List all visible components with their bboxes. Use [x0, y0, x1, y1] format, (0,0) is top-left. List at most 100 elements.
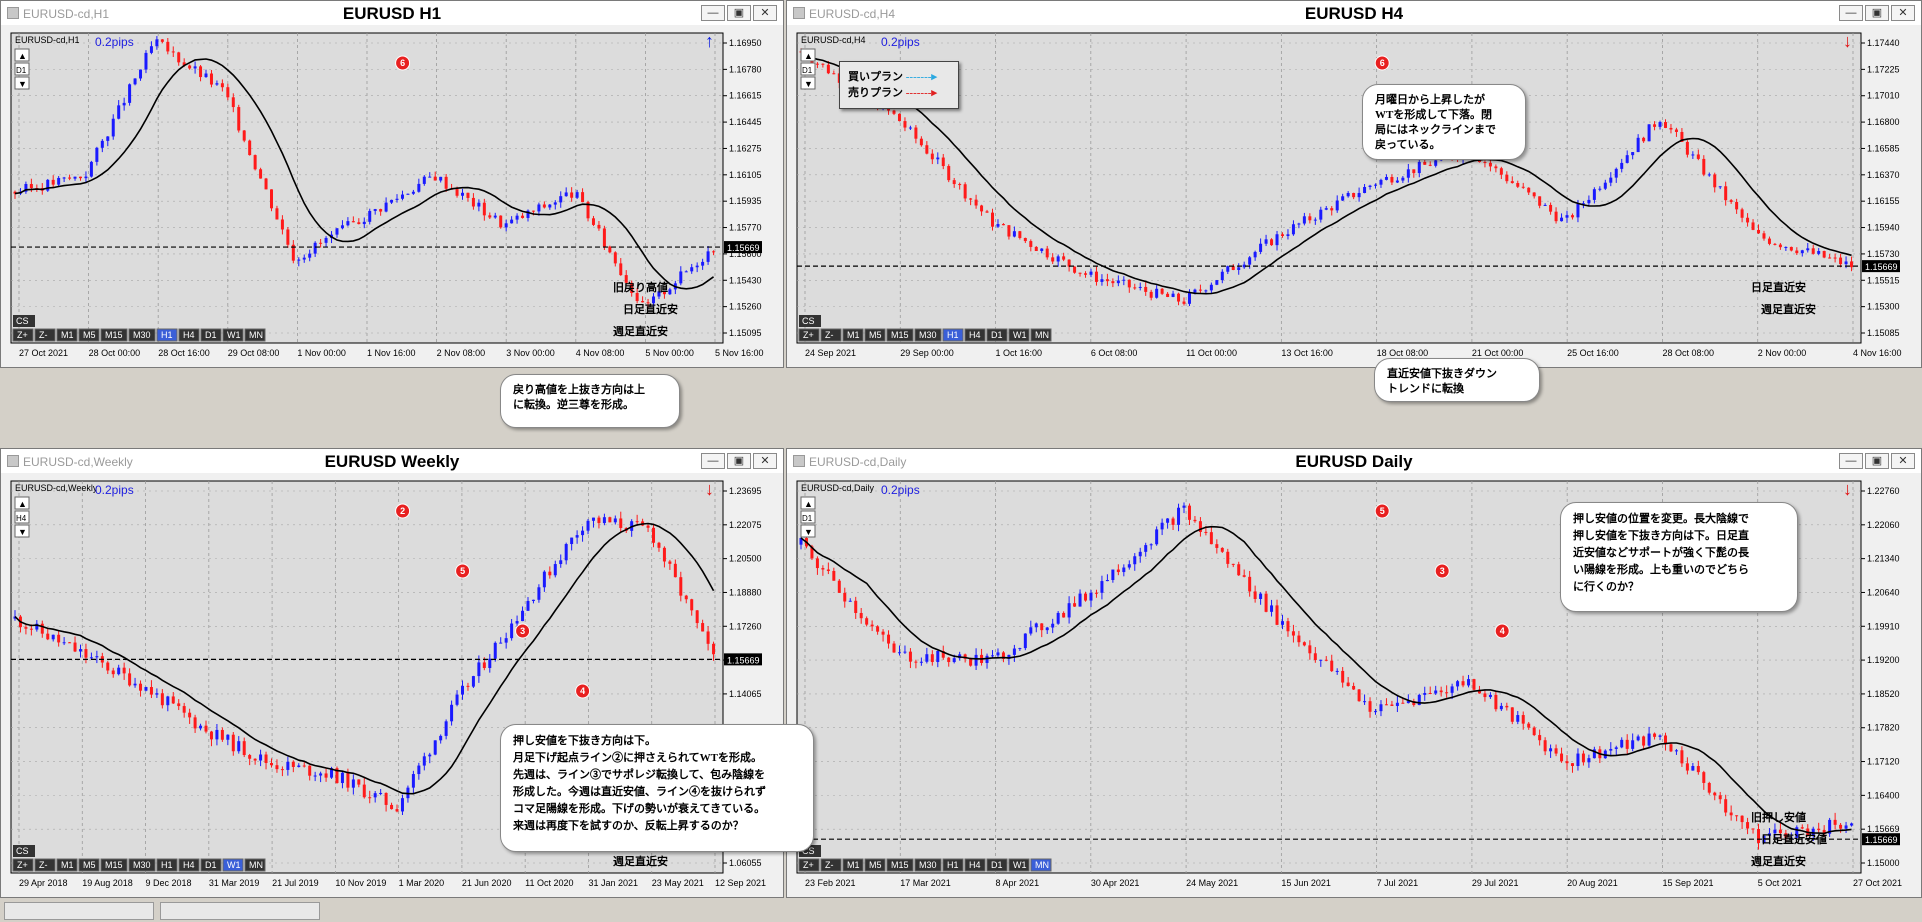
timeframe-button[interactable]	[156, 328, 178, 342]
close-button[interactable]: ✕	[753, 453, 777, 469]
candle-body	[1817, 828, 1821, 831]
minimize-button[interactable]: —	[1839, 453, 1863, 469]
timeframe-button[interactable]	[56, 328, 78, 342]
window-h4[interactable]: EURUSD-cd,H4 EURUSD H4 — ▣ ✕ 1.17440 1.17…	[786, 0, 1922, 368]
candle-body	[133, 78, 137, 85]
timeframe-button[interactable]	[886, 328, 914, 342]
candle-body	[215, 83, 219, 85]
timeframe-button[interactable]	[244, 328, 266, 342]
candle-body	[439, 735, 443, 741]
timeframe-button[interactable]	[1030, 858, 1052, 872]
chart-area[interactable]: 1.17440 1.17225 1.17010 1.16800 1.16585 1.163…	[787, 25, 1921, 367]
timeframe-button[interactable]	[128, 328, 156, 342]
candle-body	[958, 184, 962, 186]
titlebar[interactable]: EURUSD-cd,Weekly EURUSD Weekly — ▣ ✕	[1, 449, 783, 473]
titlebar[interactable]: EURUSD-cd,Daily EURUSD Daily — ▣ ✕	[787, 449, 1921, 473]
maximize-button[interactable]: ▣	[1865, 5, 1889, 21]
timeframe-button[interactable]	[78, 328, 100, 342]
candle-body	[220, 729, 224, 740]
timeframe-button[interactable]	[100, 858, 128, 872]
timeframe-button[interactable]	[864, 858, 886, 872]
timeframe-button[interactable]	[798, 858, 820, 872]
timeframe-button[interactable]	[128, 858, 156, 872]
timeframe-button[interactable]	[12, 858, 34, 872]
timeframe-button[interactable]	[1008, 328, 1030, 342]
candle-body	[865, 618, 869, 625]
timeframe-button[interactable]	[178, 328, 200, 342]
timeframe-button[interactable]	[820, 858, 842, 872]
timeframe-button[interactable]	[222, 858, 244, 872]
timeframe-button[interactable]	[964, 858, 986, 872]
minimize-button[interactable]: —	[701, 453, 725, 469]
chart-area[interactable]: 1.16950 1.16780 1.16615 1.16445 1.16275 1.161…	[1, 25, 783, 367]
timeframe-button[interactable]	[942, 858, 964, 872]
chart-tab[interactable]	[4, 902, 154, 920]
price-chart[interactable]: 1.16950 1.16780 1.16615 1.16445 1.16275 1.161…	[1, 25, 783, 367]
time-tick-label: 25 Oct 16:00	[1567, 348, 1619, 358]
candle-body	[384, 792, 388, 805]
window-h1[interactable]: EURUSD-cd,H1 EURUSD H1 — ▣ ✕ 1.16950 1.16…	[0, 0, 784, 368]
maximize-button[interactable]: ▣	[727, 5, 751, 21]
chart-tab[interactable]	[160, 902, 320, 920]
timeframe-button-label: M5	[869, 860, 882, 870]
close-button[interactable]: ✕	[1891, 453, 1915, 469]
timeframe-button-label: H1	[161, 860, 173, 870]
timeframe-button[interactable]	[1008, 858, 1030, 872]
timeframe-button[interactable]	[244, 858, 266, 872]
candle-body	[635, 292, 639, 302]
price-tick-label: 1.15935	[729, 196, 762, 206]
timeframe-button[interactable]	[78, 858, 100, 872]
candle-body	[428, 754, 432, 757]
price-chart[interactable]: 1.17440 1.17225 1.17010 1.16800 1.16585 1.163…	[787, 25, 1921, 367]
candle-body	[215, 729, 219, 740]
candle-body	[695, 610, 699, 624]
timeframe-button[interactable]	[842, 328, 864, 342]
close-button[interactable]: ✕	[753, 5, 777, 21]
candle-body	[1707, 782, 1711, 793]
timeframe-button[interactable]	[200, 858, 222, 872]
timeframe-button[interactable]	[886, 858, 914, 872]
timeframe-button[interactable]	[100, 328, 128, 342]
candle-body	[1461, 681, 1465, 686]
timeframe-button[interactable]	[178, 858, 200, 872]
timeframe-button[interactable]	[820, 328, 842, 342]
maximize-button[interactable]: ▣	[1865, 453, 1889, 469]
timeframe-button[interactable]	[798, 328, 820, 342]
timeframe-button[interactable]	[842, 858, 864, 872]
timeframe-button[interactable]	[914, 328, 942, 342]
candle-body	[1242, 575, 1246, 577]
timeframe-button-label: MN	[249, 330, 263, 340]
timeframe-button[interactable]	[34, 328, 56, 342]
timeframe-button[interactable]	[1030, 328, 1052, 342]
timeframe-button[interactable]	[864, 328, 886, 342]
titlebar[interactable]: EURUSD-cd,H4 EURUSD H4 — ▣ ✕	[787, 1, 1921, 25]
candle-body	[1674, 750, 1678, 752]
timeframe-button[interactable]	[56, 858, 78, 872]
candle-body	[930, 654, 934, 663]
time-tick-label: 18 Oct 08:00	[1377, 348, 1429, 358]
candle-body	[1330, 660, 1334, 672]
close-button[interactable]: ✕	[1891, 5, 1915, 21]
timeframe-button[interactable]	[986, 858, 1008, 872]
timeframe-button[interactable]	[914, 858, 942, 872]
minimize-button[interactable]: —	[1839, 5, 1863, 21]
candle-body	[1647, 124, 1651, 142]
number-badge-label: 3	[520, 626, 525, 636]
timeframe-button[interactable]	[964, 328, 986, 342]
titlebar[interactable]: EURUSD-cd,H1 EURUSD H1 — ▣ ✕	[1, 1, 783, 25]
minimize-button[interactable]: —	[701, 5, 725, 21]
timeframe-button[interactable]	[156, 858, 178, 872]
candle-body	[581, 530, 585, 536]
maximize-button[interactable]: ▣	[727, 453, 751, 469]
candle-body	[821, 568, 825, 570]
timeframe-button[interactable]	[200, 328, 222, 342]
candle-body	[1499, 705, 1503, 710]
timeframe-button[interactable]	[942, 328, 964, 342]
timeframe-button[interactable]	[12, 328, 34, 342]
candle-body	[1773, 829, 1777, 834]
timeframe-button[interactable]	[222, 328, 244, 342]
timeframe-button[interactable]	[34, 858, 56, 872]
candle-body	[1237, 564, 1241, 576]
candle-body	[155, 693, 159, 695]
timeframe-button[interactable]	[986, 328, 1008, 342]
